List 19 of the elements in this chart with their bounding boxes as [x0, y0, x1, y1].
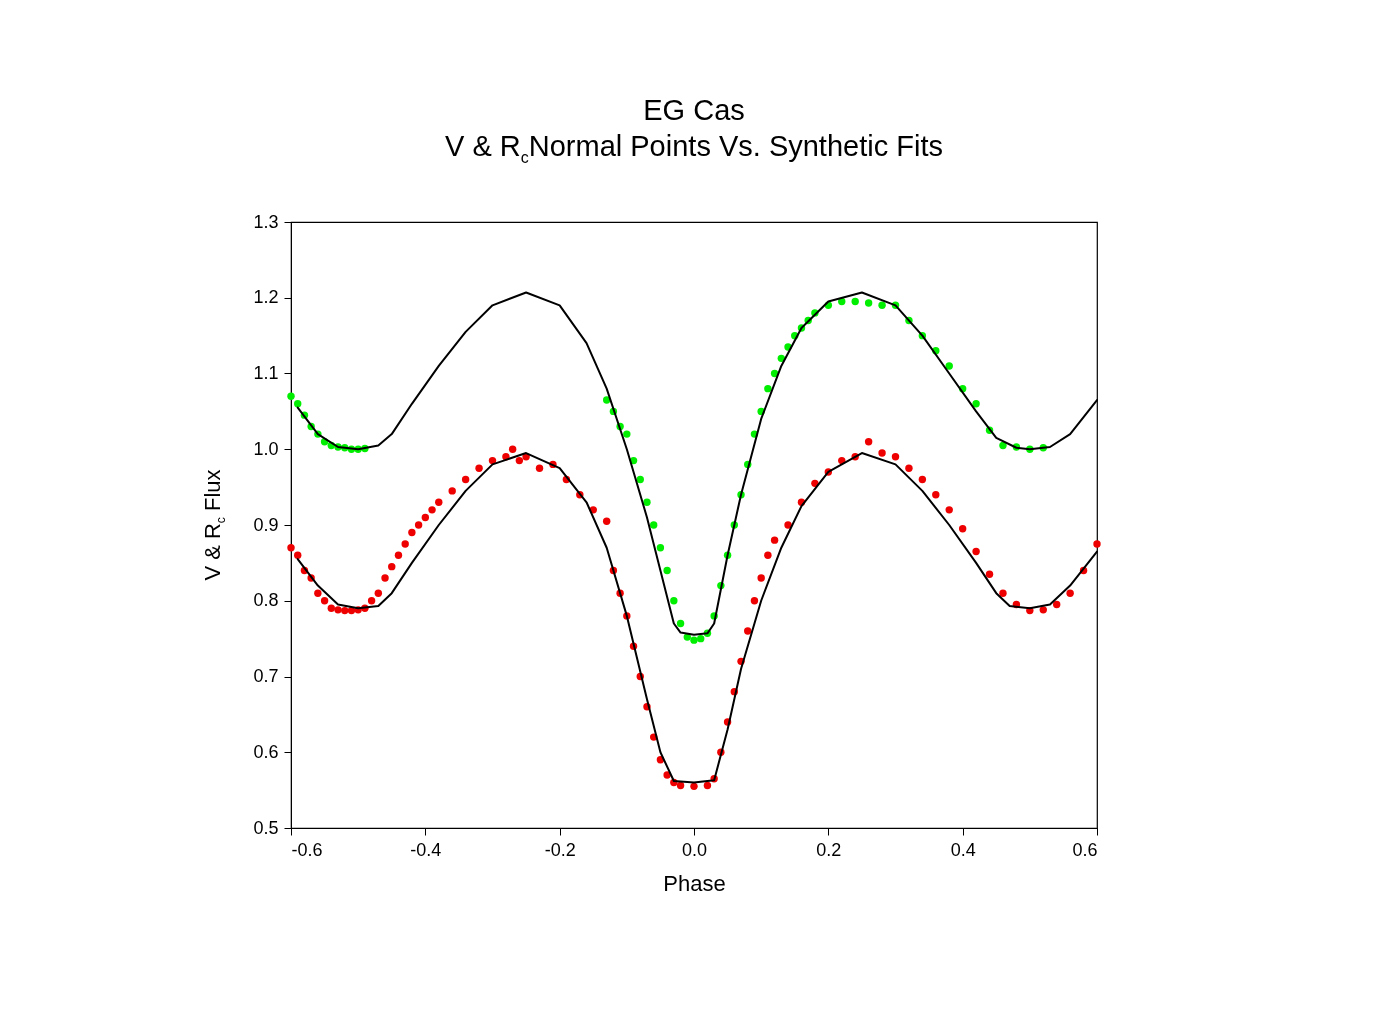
x-tick-label: 0.6: [1072, 839, 1098, 860]
chart-subtitle: V & R$_{c}$Normal Points Vs. Synthetic Fits: [444, 130, 944, 167]
y-tick-label: 0.9: [253, 514, 279, 535]
x-tick-label: 0.4: [950, 839, 976, 860]
chart-title: EG Cas: [642, 94, 746, 127]
y-tick-label: 1.3: [253, 211, 279, 232]
y-tick-label: 1.2: [253, 287, 279, 308]
x-tick-label: -0.4: [410, 839, 442, 860]
y-tick-label: 0.5: [253, 817, 279, 838]
x-tick-label: -0.2: [544, 839, 576, 860]
y-tick-label: 0.7: [253, 666, 279, 686]
y-tick-label: 0.8: [253, 590, 279, 611]
x-tick-label: 0.0: [681, 839, 708, 860]
x-tick-label: 0.2: [816, 839, 842, 860]
y-tick-label: 1.0: [253, 438, 279, 459]
x-tick-label: -0.6: [291, 839, 323, 860]
y-tick-label: 0.6: [253, 741, 279, 762]
y-tick-label: 1.1: [253, 363, 279, 383]
x-axis-title: Phase: [663, 870, 726, 896]
